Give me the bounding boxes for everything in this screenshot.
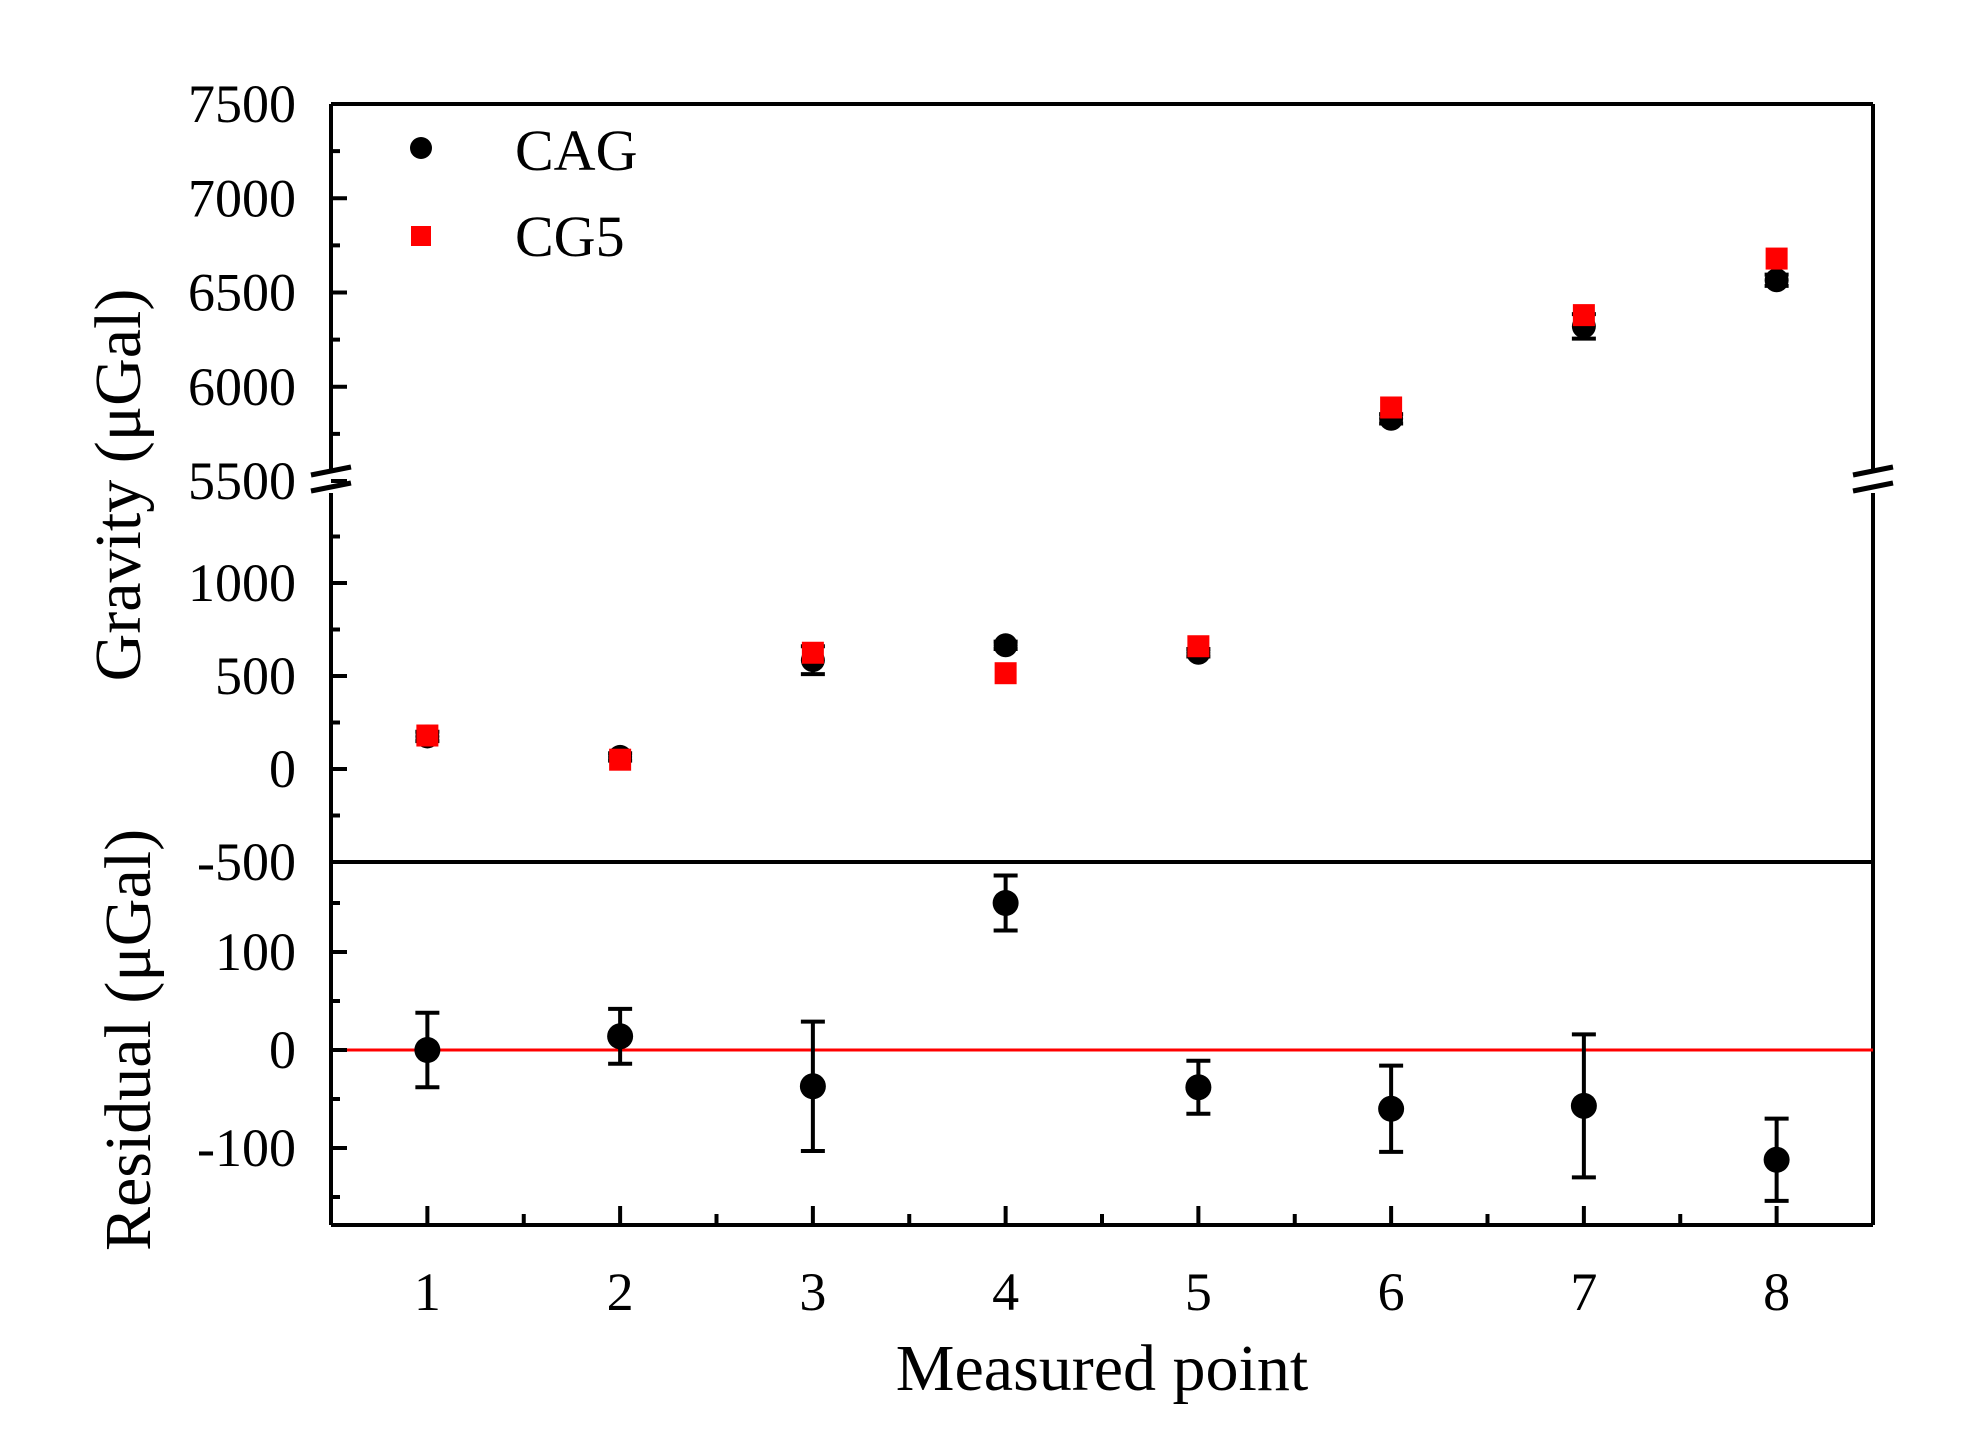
- y-tick-label: 0: [269, 1020, 296, 1080]
- cg5-point: [416, 724, 439, 747]
- y-tick-label: 500: [215, 646, 296, 706]
- legend-marker-cag: [410, 137, 432, 159]
- bottom-y-axis-title: Residual (μGal): [92, 829, 165, 1251]
- axis-break-left: [310, 464, 352, 494]
- y-tick-label: 7500: [188, 74, 296, 134]
- x-axis-title: Measured point: [896, 1332, 1308, 1405]
- cag-point: [1764, 268, 1789, 293]
- x-tick-label: 2: [607, 1262, 634, 1322]
- legend: CAG CG5: [410, 118, 637, 269]
- x-tick-label: 6: [1378, 1262, 1405, 1322]
- cg5-point: [1187, 635, 1210, 658]
- axis-ticks: [329, 102, 1875, 1225]
- cag-point: [993, 633, 1018, 658]
- x-tick-label: 1: [414, 1262, 441, 1322]
- cg5-point: [1380, 396, 1403, 419]
- residual-point: [1185, 1074, 1212, 1101]
- y-tick-label: 5500: [188, 451, 296, 511]
- cg5-point: [1572, 304, 1595, 327]
- cg5-point: [994, 662, 1017, 685]
- cg5-point: [1765, 247, 1788, 270]
- x-tick-label: 8: [1763, 1262, 1790, 1322]
- y-tick-label: 7000: [188, 168, 296, 228]
- x-tick-labels: 1 2 3 4 5 6 7 8: [414, 1262, 1790, 1322]
- x-tick-label: 4: [992, 1262, 1019, 1322]
- legend-label-cg5: CG5: [515, 204, 625, 269]
- y-tick-label: 1000: [188, 553, 296, 613]
- residual-point: [607, 1023, 634, 1050]
- y-tick-label: 6000: [188, 357, 296, 417]
- y-tick-label: -100: [197, 1118, 296, 1178]
- residual-point: [414, 1037, 441, 1063]
- cg5-point: [801, 641, 824, 664]
- residual-point: [799, 1073, 826, 1100]
- residual-point: [1378, 1095, 1405, 1122]
- y-tick-label: 0: [269, 739, 296, 799]
- bottom-y-tick-labels: 100 0 -100: [197, 922, 296, 1178]
- axis-break-right: [1852, 464, 1894, 494]
- top-y-axis-title: Gravity (μGal): [82, 289, 155, 682]
- legend-marker-cg5: [411, 226, 431, 246]
- residual-point: [992, 890, 1019, 916]
- x-tick-label: 5: [1185, 1262, 1212, 1322]
- bottom-panel-frame: [329, 860, 1875, 1227]
- top-y-tick-labels: 5500 6000 6500 7000 7500 -500 0 500 1000: [188, 74, 296, 892]
- data-marks: [414, 247, 1790, 1203]
- cg5-point: [609, 748, 632, 771]
- y-tick-label: 100: [215, 922, 296, 982]
- x-tick-label: 3: [799, 1262, 826, 1322]
- residual-point: [1570, 1092, 1597, 1119]
- legend-label-cag: CAG: [515, 118, 637, 183]
- residual-point: [1763, 1146, 1790, 1173]
- y-tick-label: 6500: [188, 263, 296, 323]
- y-tick-label: -500: [197, 832, 296, 892]
- x-tick-label: 7: [1570, 1262, 1597, 1322]
